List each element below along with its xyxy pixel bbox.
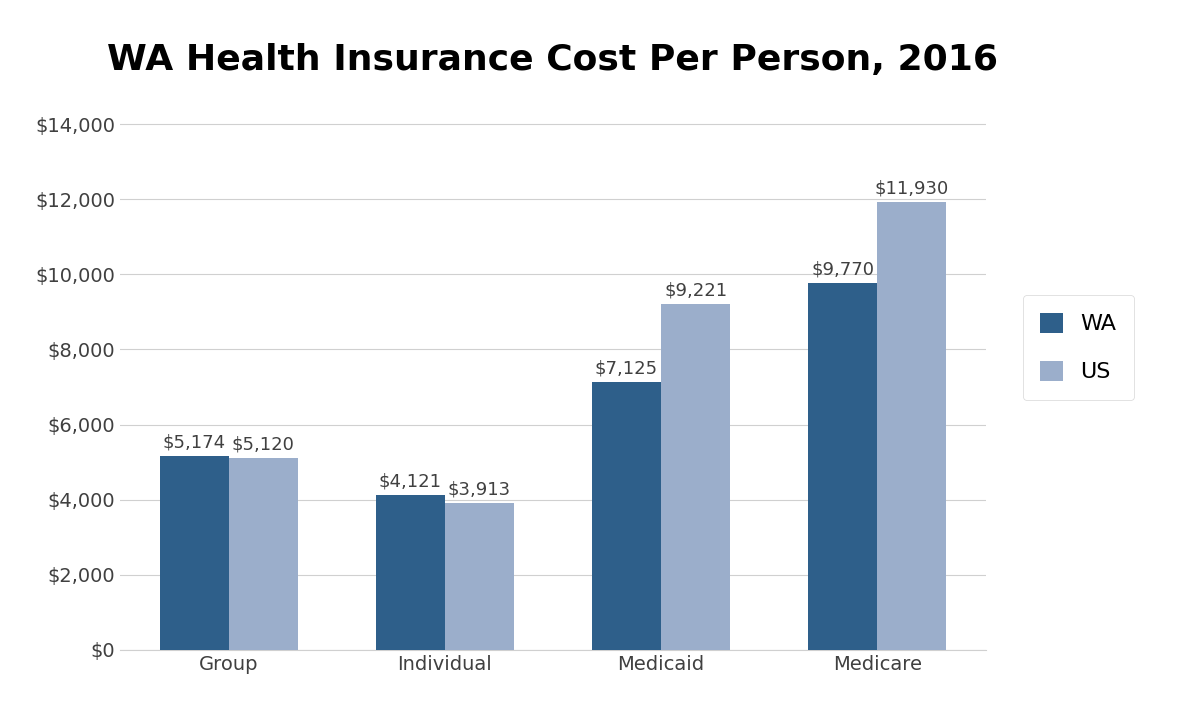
Text: $3,913: $3,913 — [448, 480, 511, 498]
Bar — [877, 202, 946, 650]
Text: $4,121: $4,121 — [379, 473, 442, 490]
Bar — [661, 304, 730, 650]
Bar — [160, 456, 228, 650]
Bar — [376, 495, 445, 650]
Bar — [228, 458, 298, 650]
Text: $9,770: $9,770 — [811, 261, 874, 279]
Text: $9,221: $9,221 — [664, 281, 727, 299]
Text: $5,120: $5,120 — [232, 435, 294, 453]
Text: $5,174: $5,174 — [162, 433, 226, 451]
Bar — [808, 283, 877, 650]
Bar — [445, 503, 514, 650]
Text: $11,930: $11,930 — [875, 179, 948, 197]
Title: WA Health Insurance Cost Per Person, 2016: WA Health Insurance Cost Per Person, 201… — [107, 43, 999, 77]
Legend: WA, US: WA, US — [1023, 295, 1135, 400]
Text: $7,125: $7,125 — [595, 360, 657, 378]
Bar — [591, 383, 661, 650]
